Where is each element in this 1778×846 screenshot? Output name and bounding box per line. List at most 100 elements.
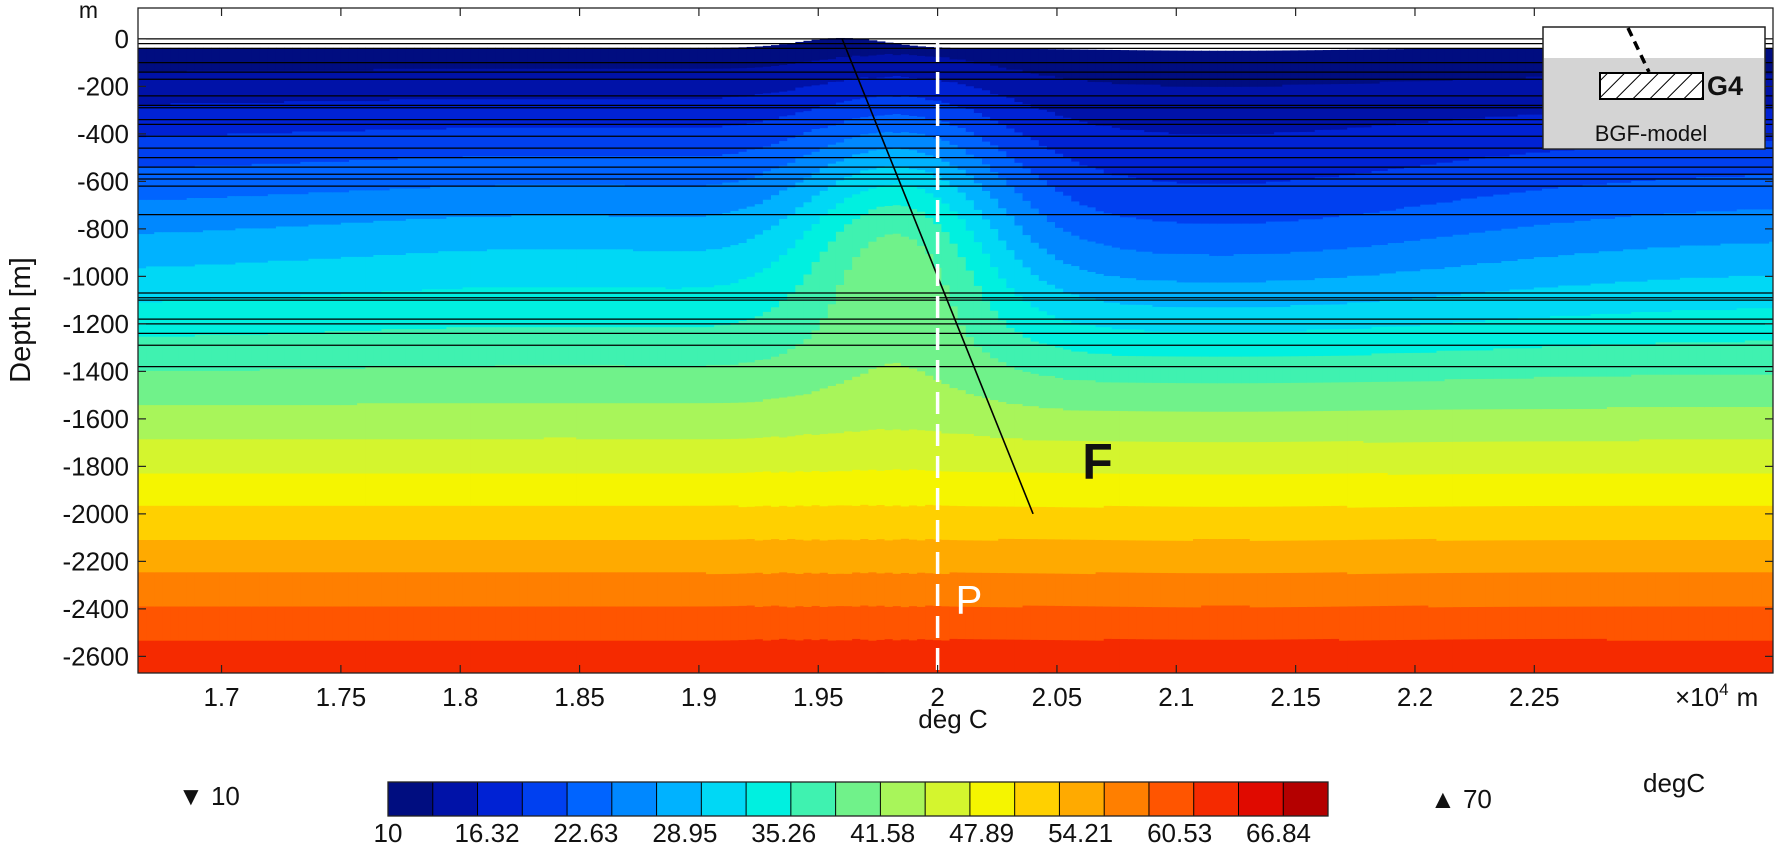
contour-band-segment: [827, 81, 837, 106]
contour-band-segment: [787, 348, 797, 398]
contour-band-segment: [373, 505, 383, 541]
contour-band-segment: [892, 606, 902, 641]
contour-band-segment: [1022, 472, 1032, 508]
contour-band-segment: [568, 99, 578, 129]
contour-band-segment: [1671, 310, 1681, 344]
contour-band-segment: [1582, 606, 1592, 640]
contour-band-segment: [624, 156, 634, 188]
contour-band-segment: [1744, 243, 1754, 277]
contour-band-segment: [1249, 282, 1259, 308]
contour-band-segment: [1355, 173, 1365, 216]
contour-band-segment: [689, 505, 699, 541]
contour-band-segment: [1298, 441, 1308, 475]
contour-band-segment: [608, 249, 618, 288]
contour-band-segment: [892, 43, 902, 56]
contour-band-segment: [811, 471, 821, 506]
contour-band-segment: [1704, 177, 1714, 212]
contour-band-segment: [1038, 639, 1048, 673]
contour-band-segment: [1769, 74, 1773, 108]
contour-band-segment: [1160, 639, 1170, 673]
contour-band-segment: [1468, 322, 1478, 352]
contour-band-segment: [965, 506, 975, 541]
contour-band-segment: [900, 470, 910, 508]
contour-band-segment: [649, 251, 659, 288]
contour-band-segment: [1184, 223, 1194, 255]
contour-band-segment: [730, 323, 740, 366]
contour-band-segment: [1241, 223, 1251, 255]
contour-band-segment: [1452, 639, 1462, 673]
contour-band-segment: [787, 214, 797, 249]
contour-band-segment: [1330, 304, 1340, 330]
contour-band-segment: [844, 573, 853, 607]
contour-band-segment: [827, 539, 837, 575]
contour-band-segment: [925, 193, 935, 219]
contour-band-segment: [154, 135, 164, 169]
contour-band-segment: [332, 473, 342, 507]
contour-band-segment: [949, 243, 959, 307]
contour-band-segment: [1241, 183, 1251, 225]
contour-band-segment: [689, 367, 699, 404]
contour-band-segment: [1696, 374, 1706, 408]
contour-band-segment: [1533, 473, 1543, 507]
contour-band-segment: [365, 403, 375, 440]
contour-band-segment: [1704, 473, 1714, 507]
colorbar-cell: [1283, 782, 1329, 816]
contour-band-segment: [1639, 572, 1649, 608]
contour-band-segment: [430, 640, 440, 673]
contour-band-segment: [697, 68, 707, 100]
contour-band-segment: [430, 186, 440, 220]
contour-band-segment: [1736, 572, 1746, 608]
contour-band-segment: [511, 184, 521, 216]
contour-band-segment: [511, 215, 521, 250]
contour-band-segment: [1176, 307, 1186, 333]
contour-band-segment: [1030, 406, 1040, 441]
contour-band-segment: [1623, 249, 1633, 283]
contour-band-segment: [949, 433, 959, 473]
contour-band-segment: [876, 54, 886, 79]
contour-band-segment: [535, 68, 545, 100]
contour-band-segment: [592, 287, 602, 328]
contour-band-segment: [941, 285, 951, 385]
contour-band-segment: [430, 505, 440, 541]
contour-band-segment: [1679, 342, 1689, 376]
contour-band-segment: [1704, 407, 1714, 440]
contour-band-segment: [446, 473, 456, 507]
contour-band-segment: [738, 242, 748, 280]
contour-band-segment: [308, 258, 318, 296]
contour-band-segment: [324, 572, 334, 608]
contour-band-segment: [641, 403, 651, 440]
contour-band-segment: [697, 640, 707, 673]
contour-band-segment: [949, 47, 959, 60]
contour-band-segment: [852, 118, 862, 138]
contour-band-segment: [1192, 411, 1202, 443]
contour-band-segment: [454, 505, 464, 541]
contour-band-segment: [1233, 134, 1243, 185]
contour-band-segment: [1517, 48, 1527, 80]
contour-band-segment: [803, 434, 813, 473]
contour-band-segment: [438, 640, 448, 673]
contour-band-segment: [957, 192, 967, 220]
contour-band-segment: [1412, 123, 1422, 168]
contour-band-segment: [860, 117, 870, 135]
contour-band-segment: [1160, 474, 1170, 508]
contour-band-segment: [1298, 474, 1308, 507]
contour-band-segment: [1168, 50, 1178, 88]
contour-band-segment: [365, 190, 375, 224]
x-tick-label: 1.8: [442, 682, 478, 712]
contour-band-segment: [722, 473, 732, 507]
contour-band-segment: [714, 539, 724, 575]
contour-band-segment: [1477, 673, 1486, 675]
contour-band-segment: [551, 403, 561, 438]
contour-band-segment: [1022, 337, 1032, 373]
contour-band-segment: [908, 209, 918, 241]
contour-band-segment: [1217, 639, 1227, 673]
contour-band-segment: [454, 439, 464, 475]
contour-band-segment: [616, 156, 626, 186]
contour-band-segment: [1119, 441, 1129, 475]
contour-band-segment: [908, 96, 918, 117]
contour-band-segment: [1006, 472, 1016, 508]
contour-band-segment: [649, 505, 659, 541]
contour-band-segment: [202, 370, 212, 406]
contour-band-segment: [1704, 505, 1714, 541]
contour-band-segment: [624, 249, 634, 288]
